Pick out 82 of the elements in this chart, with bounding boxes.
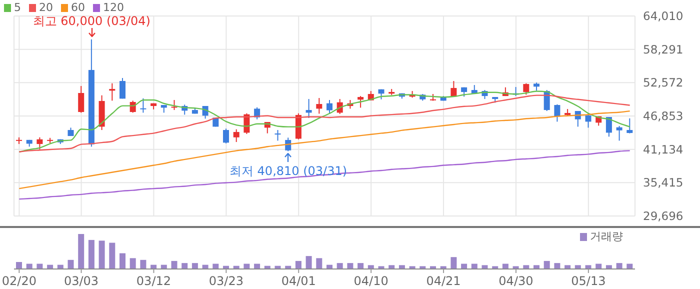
x-tick-label: 05/13 <box>571 274 606 288</box>
y-tick-label: 64,010 <box>643 9 684 24</box>
bar <box>68 260 74 269</box>
x-tick-label: 04/01 <box>281 274 316 288</box>
x-tick-label: 04/21 <box>426 274 461 288</box>
bar <box>564 265 571 269</box>
bar <box>316 258 322 269</box>
y-tick-label: 58,291 <box>643 42 684 56</box>
bar <box>358 263 364 269</box>
bar <box>512 266 519 269</box>
bar <box>130 258 136 269</box>
bar <box>120 253 126 269</box>
bar <box>140 260 146 269</box>
candlestick <box>78 86 84 114</box>
bar <box>492 266 498 269</box>
y-tick-label: 35,415 <box>643 176 684 190</box>
legend-label: 60 <box>71 1 85 14</box>
bar <box>616 263 622 269</box>
legend-label: 20 <box>39 1 53 14</box>
legend-label: 5 <box>14 1 21 14</box>
candlestick <box>223 128 229 144</box>
bar <box>440 266 446 269</box>
y-tick-label: 29,696 <box>643 209 684 224</box>
bar <box>78 234 84 269</box>
bar <box>336 263 343 269</box>
candlestick <box>554 104 560 122</box>
bar <box>534 265 540 269</box>
candlestick <box>523 82 530 96</box>
legend-label: 거래량 <box>590 229 623 244</box>
bar <box>295 260 302 269</box>
bar <box>420 266 426 269</box>
x-tick-label: 03/03 <box>64 274 99 288</box>
candlestick <box>316 98 322 114</box>
bar <box>192 263 198 269</box>
bar <box>523 265 530 269</box>
bar <box>450 257 457 269</box>
bar <box>430 266 436 269</box>
bar <box>574 265 581 269</box>
bar <box>398 265 405 269</box>
bar <box>409 266 416 269</box>
candlestick <box>36 136 43 150</box>
candlestick <box>285 137 292 152</box>
candlestick <box>120 78 126 100</box>
bar <box>585 265 592 269</box>
bar <box>306 256 312 269</box>
bar <box>554 263 560 269</box>
candlestick <box>233 128 240 143</box>
x-tick-label: 04/30 <box>498 274 534 288</box>
bar <box>171 260 178 269</box>
bar <box>482 265 488 269</box>
candlestick <box>326 99 332 114</box>
line-series <box>18 150 630 200</box>
bar <box>544 260 550 269</box>
y-tick-label: 52,572 <box>643 76 684 90</box>
candlestick <box>140 98 146 114</box>
y-tick-label: 41,134 <box>643 142 684 156</box>
bar <box>368 265 374 269</box>
candlestick <box>274 130 281 142</box>
candlestick <box>358 96 364 108</box>
candlestick <box>306 98 312 118</box>
y-tick-label: 46,853 <box>643 109 684 124</box>
annotation: 최저 40,810 (03/31) <box>228 163 348 180</box>
bar <box>16 262 22 269</box>
x-tick-label: 03/23 <box>208 274 244 288</box>
annotation: 최고 60,000 (03/04) <box>32 13 152 30</box>
legend-label: 120 <box>103 1 124 14</box>
x-tick-label: 03/12 <box>136 274 172 288</box>
candlestick <box>585 112 592 128</box>
bar <box>182 263 188 269</box>
bar <box>88 240 94 269</box>
candlestick <box>626 118 633 134</box>
bar <box>378 266 384 269</box>
bar <box>606 265 612 269</box>
candlestick <box>606 116 612 138</box>
bar <box>109 242 116 269</box>
x-tick-label: 04/10 <box>354 274 388 288</box>
bar <box>98 240 105 269</box>
x-tick-label: 02/20 <box>2 274 36 288</box>
bar <box>347 263 354 269</box>
candlestick <box>616 125 622 142</box>
bar <box>388 265 395 269</box>
candlestick <box>450 80 457 98</box>
